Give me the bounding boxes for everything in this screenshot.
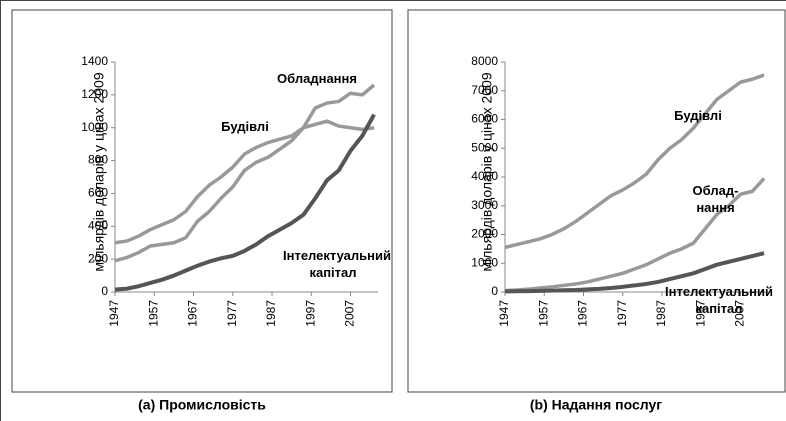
x-tick-label: 1977 <box>225 300 239 327</box>
y-axis-label: мільярдів доларів у цінах 2009 <box>479 72 495 271</box>
series-label: Обладнання <box>277 71 357 86</box>
chart-title: (a) Промисловість <box>138 397 266 413</box>
y-tick-label: 6000 <box>471 112 498 126</box>
y-tick-label: 400 <box>88 218 108 232</box>
y-tick-label: 5000 <box>471 140 498 154</box>
series-line <box>114 119 375 245</box>
y-tick-label: 600 <box>88 186 108 200</box>
x-tick-label: 1967 <box>186 300 200 327</box>
x-tick-label: 1947 <box>497 300 511 327</box>
y-tick-label: 1400 <box>81 54 108 68</box>
x-tick-label: 1977 <box>615 300 629 327</box>
x-tick-label: 1967 <box>576 300 590 327</box>
series-line <box>504 73 765 250</box>
y-tick-label: 1200 <box>81 87 108 101</box>
series-line <box>114 83 376 263</box>
y-tick-label: 1000 <box>471 255 498 269</box>
y-tick-label: 0 <box>491 284 498 298</box>
x-tick-label: 2007 <box>733 300 747 327</box>
y-tick-label: 8000 <box>471 54 498 68</box>
x-tick-label: 1997 <box>303 300 317 327</box>
x-tick-label: 2007 <box>343 300 357 327</box>
x-tick-label: 1987 <box>654 300 668 327</box>
series-label: Інтелектуальний капітал <box>283 248 391 280</box>
series-label: Інтелектуальний капітал <box>665 284 773 316</box>
y-tick-label: 1000 <box>81 120 108 134</box>
panel-frame <box>11 9 393 393</box>
panel-frame <box>407 9 786 393</box>
x-tick-label: 1947 <box>107 300 121 327</box>
y-tick-label: 3000 <box>471 198 498 212</box>
y-tick-label: 2000 <box>471 227 498 241</box>
y-tick-label: 7000 <box>471 83 498 97</box>
chart-title: (b) Надання послуг <box>530 397 662 413</box>
y-tick-label: 4000 <box>471 169 498 183</box>
series-line <box>114 113 376 292</box>
series-line <box>504 251 765 294</box>
x-tick-label: 1957 <box>536 300 550 327</box>
series-label: Облад-нання <box>692 183 739 215</box>
y-axis-label: мільярдів доларів у цінах 2009 <box>91 72 107 271</box>
series-label: Будівлі <box>674 108 722 123</box>
y-tick-label: 200 <box>88 251 108 265</box>
y-tick-label: 0 <box>101 284 108 298</box>
series-label: Будівлі <box>221 119 269 134</box>
x-tick-label: 1957 <box>146 300 160 327</box>
series-line <box>504 177 766 293</box>
x-tick-label: 1997 <box>693 300 707 327</box>
y-tick-label: 800 <box>88 153 108 167</box>
x-tick-label: 1987 <box>264 300 278 327</box>
